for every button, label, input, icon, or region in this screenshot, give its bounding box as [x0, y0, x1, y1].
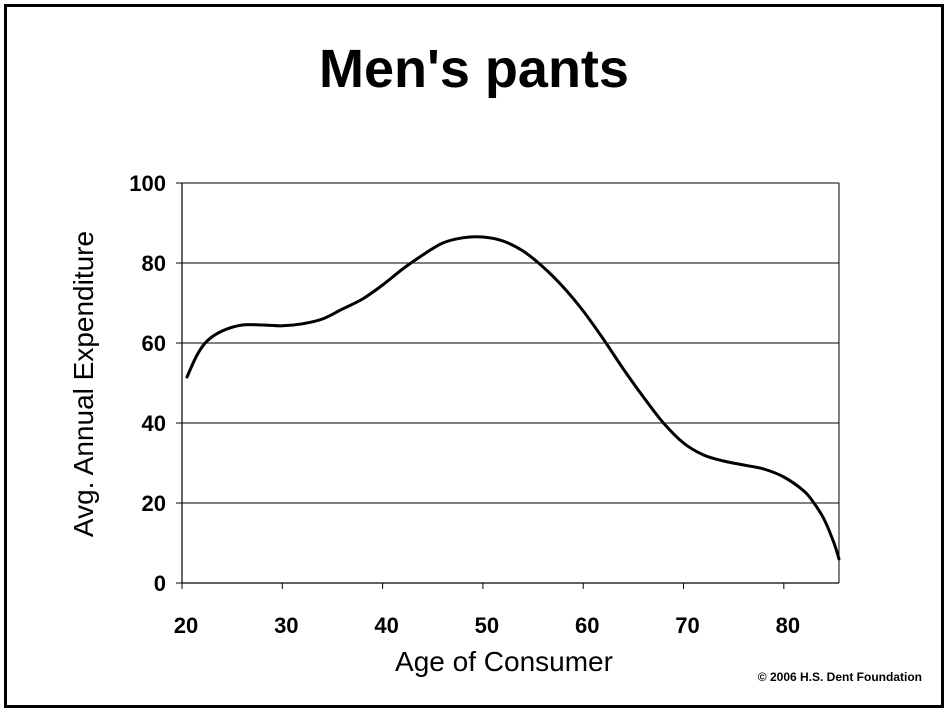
x-tick-label: 50	[475, 613, 499, 638]
x-tick-label: 40	[374, 613, 398, 638]
y-tick-label: 60	[142, 331, 166, 356]
x-tick-label: 60	[575, 613, 599, 638]
axes	[176, 182, 840, 589]
x-tick-label: 30	[274, 613, 298, 638]
copyright-notice: © 2006 H.S. Dent Foundation	[757, 670, 922, 684]
y-tick-labels: 0 20 40 60 80 100	[129, 171, 166, 596]
x-axis-title: Age of Consumer	[395, 646, 613, 677]
y-axis-title: Avg. Annual Expenditure	[68, 231, 99, 537]
x-tick-label: 80	[776, 613, 800, 638]
x-tick-labels: 20 30 40 50 60 70 80	[174, 613, 800, 638]
x-tick-label: 20	[174, 613, 198, 638]
y-tick-label: 0	[154, 571, 166, 596]
y-tick-label: 20	[142, 491, 166, 516]
y-tick-label: 40	[142, 411, 166, 436]
chart-title: Men's pants	[319, 39, 629, 99]
y-tick-label: 100	[129, 171, 166, 196]
y-tick-label: 80	[142, 251, 166, 276]
chart-frame	[4, 4, 944, 708]
series-line	[185, 235, 841, 561]
x-tick-label: 70	[675, 613, 699, 638]
grid-lines	[182, 182, 839, 504]
